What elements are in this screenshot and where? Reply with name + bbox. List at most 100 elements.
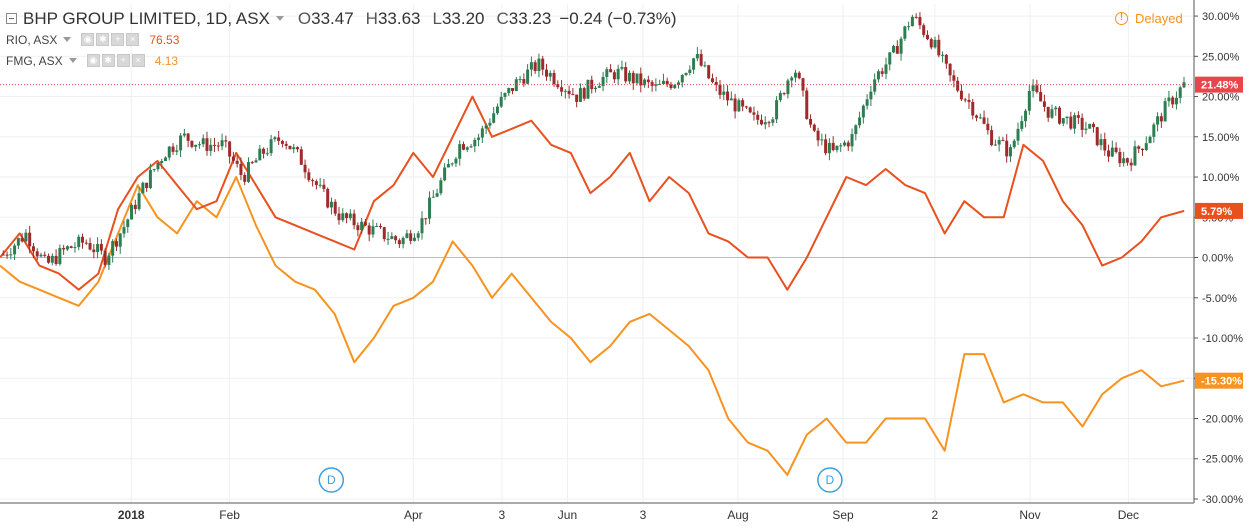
close-icon[interactable]: × xyxy=(131,54,145,67)
symbol-title[interactable]: BHP GROUP LIMITED, 1D, ASX xyxy=(23,8,270,28)
last-value-badge-bg xyxy=(1195,202,1243,219)
candle-body xyxy=(733,98,737,112)
x-tick-label: Jun xyxy=(558,508,577,522)
candle-body xyxy=(216,145,220,147)
candle-body xyxy=(273,137,277,140)
candle-body xyxy=(337,213,341,221)
candle-body xyxy=(835,145,839,151)
candle-body xyxy=(1174,97,1178,105)
candle-body xyxy=(1103,139,1107,151)
candle-body xyxy=(213,144,217,146)
candle-body xyxy=(31,246,35,252)
y-tick-label: 30.00% xyxy=(1202,11,1240,23)
add-icon[interactable]: + xyxy=(111,33,125,46)
candle-body xyxy=(1035,85,1039,93)
candle-body xyxy=(363,221,367,226)
candle-body xyxy=(918,17,922,26)
candle-body xyxy=(250,162,254,164)
candle-body xyxy=(899,38,903,54)
candle-body xyxy=(1129,162,1133,166)
candle-body xyxy=(224,140,228,142)
candle-body xyxy=(775,100,779,120)
candle-body xyxy=(778,93,782,101)
candle-body xyxy=(612,72,616,80)
candle-body xyxy=(620,67,624,69)
candle-body xyxy=(786,80,790,95)
chart-legend: BHP GROUP LIMITED, 1D, ASX O 33.47 H 33.63… xyxy=(6,8,677,71)
candle-body xyxy=(322,184,326,189)
delayed-label: Delayed xyxy=(1135,11,1183,26)
candle-body xyxy=(910,16,914,27)
candle-body xyxy=(1099,139,1103,146)
candle-body xyxy=(544,69,548,77)
candle-body xyxy=(35,251,39,257)
candle-body xyxy=(179,135,183,151)
candle-body xyxy=(842,142,846,146)
candle-body xyxy=(665,80,669,85)
candle-body xyxy=(280,140,284,144)
candle-body xyxy=(58,247,62,265)
candle-body xyxy=(1118,152,1122,164)
candle-body xyxy=(424,218,428,220)
chevron-down-icon[interactable] xyxy=(68,58,77,63)
candle-body xyxy=(680,74,684,83)
add-icon[interactable]: + xyxy=(116,54,130,67)
settings-icon[interactable]: ✱ xyxy=(101,54,115,67)
candle-body xyxy=(197,144,201,146)
candle-body xyxy=(529,62,533,70)
candle-body xyxy=(967,99,971,102)
candle-body xyxy=(390,236,394,239)
candle-body xyxy=(937,39,941,56)
candle-body xyxy=(533,62,537,72)
candle-body xyxy=(790,77,794,81)
eye-icon[interactable]: ◉ xyxy=(86,54,100,67)
candle-body xyxy=(84,242,88,244)
candle-body xyxy=(594,87,598,90)
candle-body xyxy=(1069,116,1073,129)
candle-body xyxy=(726,91,730,101)
candle-body xyxy=(92,249,96,253)
alert-icon: ! xyxy=(1115,12,1128,25)
candle-body xyxy=(1065,116,1069,119)
collapse-icon[interactable] xyxy=(6,13,17,24)
candle-body xyxy=(277,137,281,141)
candle-body xyxy=(299,149,303,165)
chevron-down-icon[interactable] xyxy=(275,16,284,21)
candle-body xyxy=(65,246,69,250)
candle-body xyxy=(194,144,198,147)
candle-body xyxy=(175,150,179,152)
candle-body xyxy=(661,80,665,85)
candle-body xyxy=(1122,158,1126,164)
candle-body xyxy=(269,139,273,154)
candle-body xyxy=(284,143,288,146)
settings-icon[interactable]: ✱ xyxy=(96,33,110,46)
compare-symbol-rio[interactable]: RIO, ASX xyxy=(6,32,58,47)
candle-body xyxy=(1084,128,1088,130)
close-icon[interactable]: × xyxy=(126,33,140,46)
chevron-down-icon[interactable] xyxy=(63,37,72,42)
candle-body xyxy=(635,73,639,84)
candle-body xyxy=(73,247,77,249)
delayed-indicator[interactable]: ! Delayed xyxy=(1115,11,1183,26)
candle-body xyxy=(654,84,658,86)
candle-body xyxy=(556,84,560,88)
candle-body xyxy=(190,140,194,147)
eye-icon[interactable]: ◉ xyxy=(81,33,95,46)
compare-symbol-fmg[interactable]: FMG, ASX xyxy=(6,53,63,68)
candle-body xyxy=(62,247,66,250)
candle-body xyxy=(420,218,424,234)
candle-body xyxy=(1042,101,1046,107)
candle-body xyxy=(703,65,707,67)
candle-body xyxy=(858,117,862,126)
candle-body xyxy=(975,115,979,118)
candle-body xyxy=(1001,139,1005,141)
candle-body xyxy=(1095,127,1099,146)
candle-body xyxy=(699,54,703,66)
candle-body xyxy=(578,88,582,102)
candle-body xyxy=(801,78,805,91)
low-label: L xyxy=(432,8,442,28)
y-tick-label: 15.00% xyxy=(1202,132,1240,144)
candle-body xyxy=(884,64,888,74)
candle-body xyxy=(50,255,54,263)
